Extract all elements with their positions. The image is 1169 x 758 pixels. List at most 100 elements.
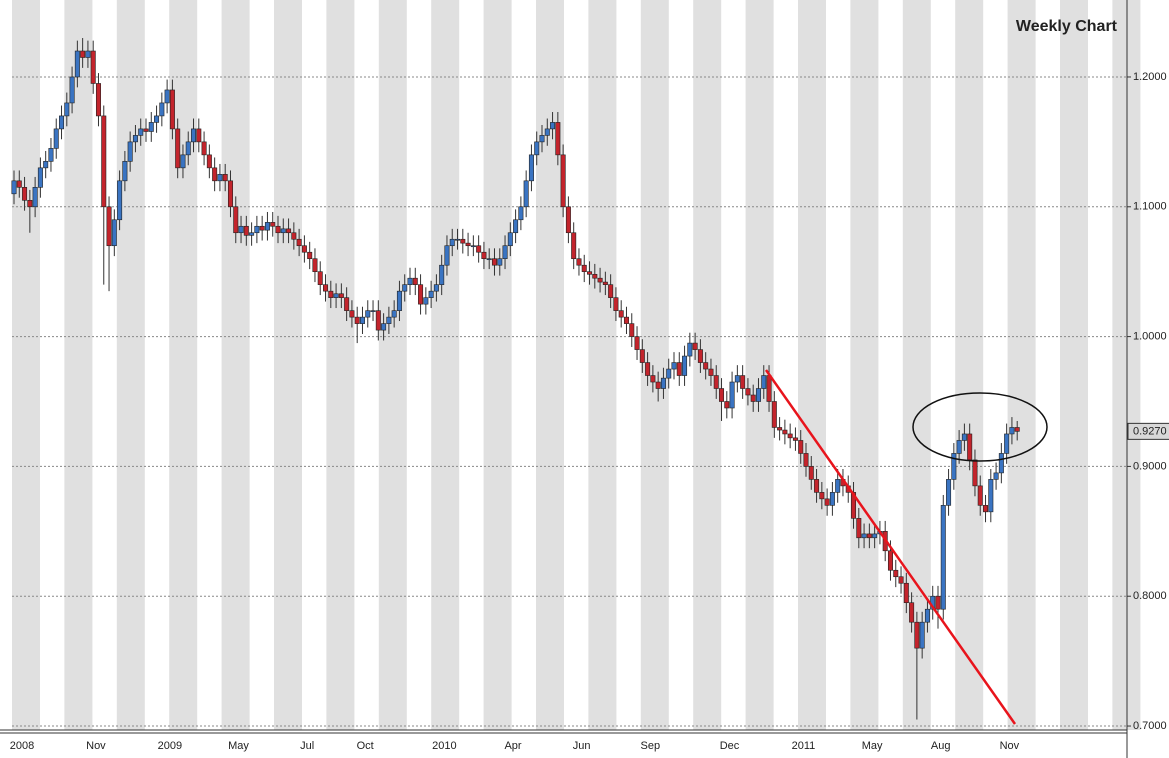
candle-body — [95, 83, 101, 117]
month-band — [955, 0, 984, 730]
candle-body — [481, 251, 487, 260]
candle-body — [132, 135, 138, 143]
x-tick-label: Apr — [504, 740, 521, 752]
candle-body — [491, 258, 497, 266]
y-tick-label: 0.7000 — [1133, 720, 1167, 732]
candle-body — [571, 232, 577, 260]
month-band — [326, 0, 355, 730]
x-tick-label: 2009 — [158, 740, 182, 752]
candle-body — [32, 187, 38, 208]
candle-body — [866, 533, 872, 539]
candle-body — [238, 225, 244, 234]
candle-body — [201, 141, 207, 156]
candle-body — [814, 479, 820, 493]
candle-body — [740, 375, 746, 389]
candle-body — [365, 310, 371, 318]
candle-body — [808, 466, 814, 480]
x-tick-label: May — [228, 740, 249, 752]
month-band — [64, 0, 93, 730]
candle-body — [761, 375, 767, 389]
month-band — [536, 0, 564, 730]
candle-body — [771, 401, 777, 428]
candle-body — [587, 271, 593, 275]
candle-body — [423, 297, 429, 305]
candle-body — [122, 161, 128, 182]
candle-body — [618, 310, 624, 318]
month-band — [798, 0, 826, 730]
candle-body — [433, 284, 439, 292]
candle-body — [275, 225, 281, 234]
candle-body — [270, 222, 276, 227]
candle-body — [692, 342, 698, 350]
candle-body — [803, 453, 809, 467]
candle-body — [138, 128, 144, 136]
candles — [11, 38, 1020, 720]
candle-body — [909, 602, 915, 623]
x-tick-label: 2008 — [10, 740, 34, 752]
candle-body — [513, 219, 519, 234]
candle-body — [307, 251, 313, 260]
month-band — [274, 0, 302, 730]
candle-body — [333, 293, 339, 298]
candle-body — [951, 453, 957, 480]
month-band — [1112, 0, 1141, 730]
candle-body — [629, 323, 635, 337]
candle-body — [69, 76, 75, 104]
candle-body — [998, 453, 1004, 474]
candle-body — [798, 440, 804, 454]
price-tag-box — [1127, 422, 1169, 440]
candle-body — [592, 273, 598, 279]
candle-body — [708, 368, 714, 376]
candle-body — [233, 206, 239, 234]
y-tick-label: 0.8000 — [1133, 590, 1167, 602]
candle-body — [148, 122, 154, 132]
chart-title: Weekly Chart — [1016, 18, 1118, 35]
month-band — [1007, 0, 1036, 730]
candle-body — [988, 479, 994, 513]
candle-body — [455, 238, 461, 241]
candle-body — [919, 621, 925, 649]
candle-body — [370, 310, 376, 312]
month-band — [431, 0, 460, 730]
candle-body — [956, 440, 962, 454]
candle-body — [101, 115, 107, 208]
candle-body — [713, 375, 719, 389]
candle-body — [354, 316, 360, 324]
candle-body — [550, 122, 556, 130]
candle-body — [317, 271, 323, 285]
candle-body — [27, 199, 33, 208]
candle-body — [296, 238, 302, 247]
candle-body — [106, 206, 112, 247]
candle-body — [396, 290, 402, 311]
month-band — [378, 0, 407, 730]
candle-body — [217, 174, 223, 182]
candle-body — [697, 349, 703, 363]
candle-body — [402, 284, 408, 292]
x-tick-label: 2011 — [792, 740, 816, 752]
candle-body — [682, 355, 688, 376]
candle-body — [465, 242, 471, 247]
candle-body — [1004, 433, 1010, 454]
candle-body — [555, 122, 561, 156]
candle-body — [43, 161, 49, 169]
highlight-ellipse — [912, 392, 1048, 462]
candle-body — [792, 437, 798, 441]
candle-body — [59, 115, 65, 130]
candle-body — [243, 225, 249, 236]
candle-body — [180, 154, 186, 169]
candle-body — [222, 174, 228, 182]
axes: 2008 Nov 2009 May Jul Oct 2010 Apr Jun Sep Dec 2011… — [10, 740, 1020, 752]
x-tick-label: Oct — [357, 740, 374, 752]
candle-body — [486, 258, 492, 261]
candle-body — [914, 621, 920, 649]
candle-body — [655, 381, 661, 389]
candle-body — [338, 293, 344, 298]
candle-body — [407, 277, 413, 285]
candle-body — [249, 232, 255, 236]
candle-body — [502, 245, 508, 260]
candle-body — [872, 533, 878, 539]
candle-body — [518, 206, 524, 221]
x-tick-label: Nov — [86, 740, 106, 752]
x-tick-label: Aug — [931, 740, 951, 752]
month-band — [116, 0, 145, 730]
